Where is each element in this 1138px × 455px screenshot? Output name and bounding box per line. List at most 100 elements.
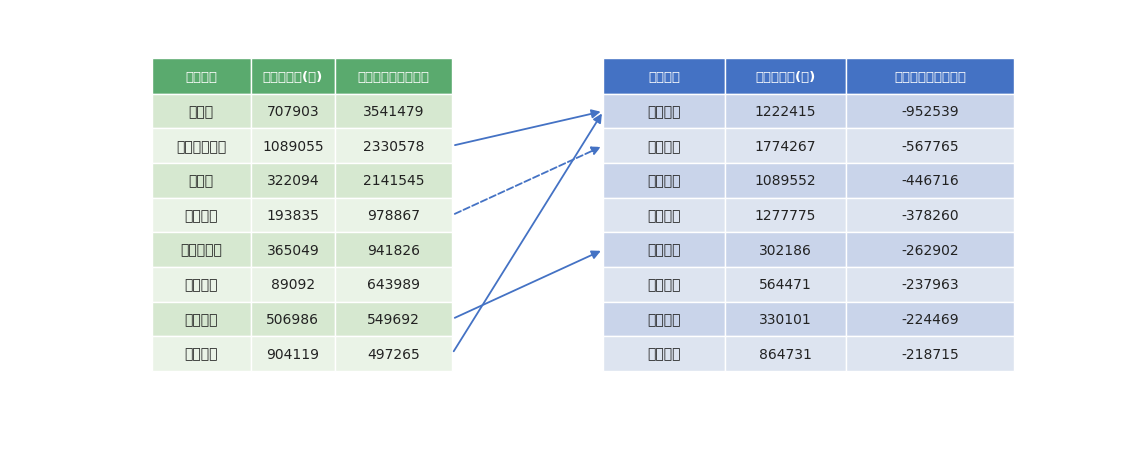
Bar: [151, 268, 250, 302]
Text: 重庆长安: 重庆长安: [184, 347, 217, 361]
Text: 宝马汽车: 宝马汽车: [648, 347, 681, 361]
Text: 1277775: 1277775: [754, 208, 816, 222]
Text: 广汽乘用车: 广汽乘用车: [180, 243, 222, 257]
Bar: [250, 59, 335, 95]
Text: 平均燃料消耗量积分: 平均燃料消耗量积分: [894, 71, 966, 83]
Bar: [250, 129, 335, 164]
Bar: [846, 164, 1014, 198]
Text: 平均燃料消耗量积分: 平均燃料消耗量积分: [357, 71, 430, 83]
Bar: [846, 129, 1014, 164]
Text: 1222415: 1222415: [754, 105, 816, 119]
Bar: [335, 198, 452, 233]
Text: 89092: 89092: [271, 278, 315, 292]
Bar: [151, 129, 250, 164]
Text: 2141545: 2141545: [363, 174, 424, 188]
Bar: [151, 198, 250, 233]
Text: -218715: -218715: [901, 347, 959, 361]
Bar: [250, 337, 335, 371]
Bar: [250, 164, 335, 198]
Bar: [725, 198, 846, 233]
Bar: [151, 95, 250, 129]
Bar: [603, 302, 725, 337]
Text: 3541479: 3541479: [363, 105, 424, 119]
Text: 643989: 643989: [368, 278, 420, 292]
Bar: [250, 268, 335, 302]
Bar: [725, 233, 846, 268]
Text: 1089552: 1089552: [754, 174, 816, 188]
Bar: [846, 233, 1014, 268]
Bar: [151, 337, 250, 371]
Text: 企业名称: 企业名称: [648, 71, 681, 83]
Bar: [725, 302, 846, 337]
Bar: [335, 164, 452, 198]
Bar: [846, 268, 1014, 302]
Text: 特斯拉: 特斯拉: [189, 174, 214, 188]
Bar: [151, 59, 250, 95]
Bar: [603, 337, 725, 371]
Bar: [250, 198, 335, 233]
Text: -952539: -952539: [901, 105, 958, 119]
Text: -567765: -567765: [901, 139, 958, 153]
Bar: [846, 198, 1014, 233]
Text: 302186: 302186: [759, 243, 811, 257]
Bar: [603, 233, 725, 268]
Text: 企业名称: 企业名称: [185, 71, 217, 83]
Text: 549692: 549692: [368, 312, 420, 326]
Text: 比亚迪: 比亚迪: [189, 105, 214, 119]
Text: 上海汽车: 上海汽车: [184, 312, 217, 326]
Bar: [335, 337, 452, 371]
Text: 564471: 564471: [759, 278, 811, 292]
Bar: [846, 95, 1014, 129]
Text: 乘用车产量(辆): 乘用车产量(辆): [754, 71, 815, 83]
Bar: [725, 59, 846, 95]
Bar: [151, 233, 250, 268]
Bar: [151, 302, 250, 337]
Bar: [335, 268, 452, 302]
Bar: [725, 95, 846, 129]
Text: 2330578: 2330578: [363, 139, 424, 153]
Bar: [335, 129, 452, 164]
Text: 497265: 497265: [368, 347, 420, 361]
Text: 904119: 904119: [266, 347, 320, 361]
Text: 506986: 506986: [266, 312, 320, 326]
Bar: [250, 302, 335, 337]
Bar: [725, 129, 846, 164]
Text: 长安福特: 长安福特: [648, 243, 681, 257]
Text: 707903: 707903: [266, 105, 319, 119]
Bar: [335, 59, 452, 95]
Text: 365049: 365049: [266, 243, 320, 257]
Text: 941826: 941826: [368, 243, 420, 257]
Text: 1774267: 1774267: [754, 139, 816, 153]
Text: 上汽通用: 上汽通用: [648, 105, 681, 119]
Text: 322094: 322094: [266, 174, 319, 188]
Bar: [335, 302, 452, 337]
Text: 江淮汽车: 江淮汽车: [184, 208, 217, 222]
Text: 吉利汽车: 吉利汽车: [648, 208, 681, 222]
Bar: [603, 129, 725, 164]
Text: 864731: 864731: [759, 347, 811, 361]
Text: 奇瑞汽车: 奇瑞汽车: [648, 278, 681, 292]
Text: 330101: 330101: [759, 312, 811, 326]
Text: 乘用车产量(辆): 乘用车产量(辆): [263, 71, 323, 83]
Bar: [250, 95, 335, 129]
Bar: [151, 164, 250, 198]
Text: 一汽大众: 一汽大众: [648, 139, 681, 153]
Text: 978867: 978867: [368, 208, 420, 222]
Bar: [725, 268, 846, 302]
Bar: [603, 95, 725, 129]
Text: 东风日产: 东风日产: [648, 174, 681, 188]
Bar: [250, 233, 335, 268]
Bar: [603, 59, 725, 95]
Text: 理想汽车: 理想汽车: [184, 278, 217, 292]
Bar: [846, 337, 1014, 371]
Bar: [846, 59, 1014, 95]
Bar: [603, 198, 725, 233]
Bar: [603, 164, 725, 198]
Bar: [725, 164, 846, 198]
Bar: [335, 95, 452, 129]
Text: -237963: -237963: [901, 278, 958, 292]
Text: -224469: -224469: [901, 312, 958, 326]
Bar: [603, 268, 725, 302]
Bar: [846, 302, 1014, 337]
Bar: [725, 337, 846, 371]
